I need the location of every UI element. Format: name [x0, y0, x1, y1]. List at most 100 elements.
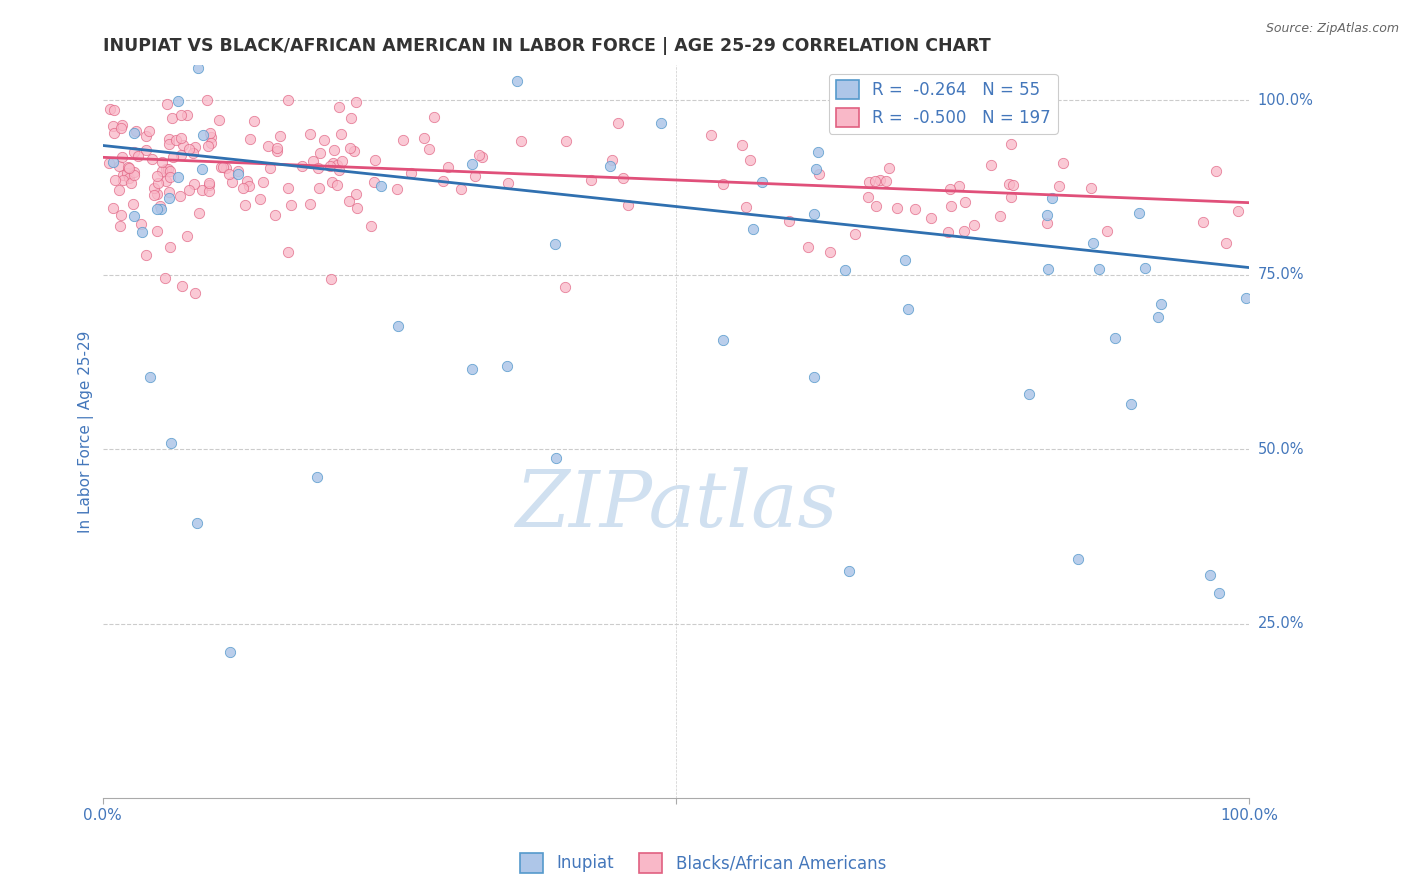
Y-axis label: In Labor Force | Age 25-29: In Labor Force | Age 25-29: [79, 330, 94, 533]
Point: [321, 175, 343, 189]
Point: [544, 237, 567, 252]
Point: [162, 112, 184, 126]
Point: [980, 158, 1002, 172]
Point: [998, 177, 1021, 191]
Point: [150, 164, 173, 178]
Point: [155, 97, 177, 112]
Point: [856, 190, 879, 204]
Point: [363, 176, 385, 190]
Point: [269, 128, 291, 143]
Point: [145, 202, 167, 216]
Point: [127, 149, 149, 163]
Text: Source: ZipAtlas.com: Source: ZipAtlas.com: [1265, 22, 1399, 36]
Point: [1215, 235, 1237, 250]
Point: [111, 150, 134, 164]
Point: [172, 138, 194, 153]
Point: [1018, 387, 1040, 401]
Point: [877, 161, 900, 176]
Point: [183, 285, 205, 300]
Point: [104, 173, 127, 187]
Point: [122, 169, 145, 183]
Point: [170, 148, 193, 162]
Point: [110, 208, 132, 222]
Point: [103, 119, 125, 133]
Point: [266, 144, 288, 158]
Point: [939, 199, 962, 213]
Point: [509, 134, 531, 148]
Point: [150, 154, 173, 169]
Point: [195, 93, 218, 107]
Point: [170, 131, 193, 145]
Point: [461, 362, 484, 376]
Point: [157, 185, 180, 199]
Point: [617, 197, 640, 211]
Point: [450, 182, 472, 196]
Point: [461, 157, 484, 171]
Legend: R =  -0.264   N = 55, R =  -0.500   N = 197: R = -0.264 N = 55, R = -0.500 N = 197: [830, 73, 1057, 134]
Point: [117, 161, 139, 175]
Point: [1052, 156, 1074, 170]
Point: [146, 223, 169, 237]
Point: [875, 174, 897, 188]
Point: [176, 229, 198, 244]
Point: [1119, 396, 1142, 410]
Point: [157, 131, 180, 145]
Point: [495, 359, 517, 373]
Point: [418, 142, 440, 156]
Point: [157, 161, 180, 176]
Text: 25.0%: 25.0%: [1258, 616, 1305, 631]
Point: [1104, 331, 1126, 345]
Point: [339, 140, 361, 154]
Point: [328, 162, 350, 177]
Point: [277, 93, 299, 107]
Point: [1208, 586, 1230, 600]
Point: [139, 369, 162, 384]
Point: [159, 170, 181, 185]
Point: [579, 172, 602, 186]
Point: [122, 126, 145, 140]
Point: [1036, 216, 1059, 230]
Point: [112, 173, 135, 187]
Point: [197, 139, 219, 153]
Point: [344, 95, 367, 109]
Point: [145, 187, 167, 202]
Point: [256, 138, 278, 153]
Point: [948, 179, 970, 194]
Point: [1150, 297, 1173, 311]
Point: [191, 183, 214, 197]
Point: [738, 153, 761, 167]
Point: [897, 302, 920, 317]
Point: [162, 150, 184, 164]
Point: [330, 127, 353, 141]
Point: [184, 140, 207, 154]
Point: [188, 206, 211, 220]
Point: [309, 145, 332, 160]
Point: [149, 202, 172, 216]
Point: [869, 173, 891, 187]
Point: [607, 116, 630, 130]
Text: ZIPatlas: ZIPatlas: [515, 467, 837, 543]
Point: [904, 202, 927, 217]
Point: [259, 161, 281, 176]
Point: [208, 112, 231, 127]
Point: [387, 318, 409, 333]
Point: [808, 168, 831, 182]
Point: [399, 165, 422, 179]
Point: [700, 128, 723, 143]
Point: [191, 128, 214, 143]
Point: [198, 126, 221, 140]
Point: [252, 175, 274, 189]
Point: [159, 164, 181, 178]
Point: [321, 155, 343, 169]
Point: [242, 114, 264, 128]
Point: [321, 272, 343, 286]
Point: [155, 161, 177, 176]
Point: [554, 279, 576, 293]
Point: [181, 145, 204, 160]
Point: [108, 159, 131, 173]
Point: [346, 202, 368, 216]
Point: [1198, 568, 1220, 582]
Point: [218, 167, 240, 181]
Point: [110, 120, 132, 135]
Point: [360, 219, 382, 234]
